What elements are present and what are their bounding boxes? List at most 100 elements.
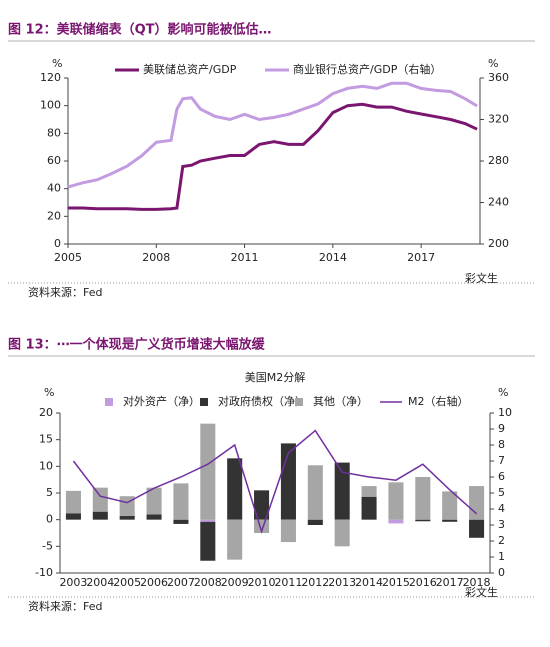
y-tick-label: 80 xyxy=(47,126,61,139)
bar-segment xyxy=(415,477,431,520)
y-tick-label: 60 xyxy=(47,154,61,167)
x-tick-label: 2017 xyxy=(407,251,435,264)
x-tick-label: 2009 xyxy=(221,576,249,589)
legend-label: 商业银行总资产/GDP（右轴） xyxy=(293,62,441,76)
bar-segment xyxy=(334,519,350,547)
x-tick-label: 2011 xyxy=(274,576,302,589)
x-tick-label: 2011 xyxy=(231,251,259,264)
y2-tick-label: 1 xyxy=(498,550,505,563)
y-unit: % xyxy=(44,386,54,399)
legend-label: 其他（净） xyxy=(313,394,368,408)
y-tick-label: 15 xyxy=(39,433,53,446)
legend-swatch xyxy=(200,398,208,406)
bar-segment xyxy=(227,519,243,560)
bar-segment xyxy=(469,519,485,538)
legend-swatch xyxy=(295,398,303,406)
y-unit: % xyxy=(52,57,62,70)
y2-tick-label: 0 xyxy=(498,566,505,579)
bar-segment xyxy=(361,496,377,520)
y-tick-label: 120 xyxy=(40,71,61,84)
y2-tick-label: 6 xyxy=(498,470,505,483)
bar-segment xyxy=(173,519,189,524)
watermark: 彩文生 xyxy=(465,585,498,599)
legend-label: M2（右轴） xyxy=(408,394,469,408)
y-tick-label: 20 xyxy=(47,209,61,222)
y-tick-label: 40 xyxy=(47,182,61,195)
y2-tick-label: 200 xyxy=(488,237,509,250)
bar-segment xyxy=(200,519,216,522)
y2-tick-label: 4 xyxy=(498,502,505,515)
source: 资料来源：Fed xyxy=(28,285,102,299)
bar-segment xyxy=(200,423,216,520)
figure-caption: 图 13：⋯一个体现是广义货币增速大幅放缓 xyxy=(8,337,266,353)
bar-segment xyxy=(65,513,81,520)
y-tick-label: 5 xyxy=(46,486,53,499)
x-tick-label: 2013 xyxy=(328,576,356,589)
legend-label: 美联储总资产/GDP xyxy=(143,62,237,76)
y-tick-label: -10 xyxy=(35,566,53,579)
bar-segment xyxy=(280,519,296,543)
bar-segment xyxy=(119,515,135,520)
y2-tick-label: 5 xyxy=(498,486,505,499)
bar-segment xyxy=(173,483,189,520)
y-tick-label: 10 xyxy=(39,459,53,472)
bar-segment xyxy=(146,514,162,520)
x-tick-label: 2008 xyxy=(142,251,170,264)
x-tick-label: 2014 xyxy=(355,576,383,589)
x-tick-label: 2018 xyxy=(463,576,491,589)
bar-segment xyxy=(65,490,81,514)
y2-tick-label: 280 xyxy=(488,154,509,167)
x-tick-label: 2008 xyxy=(194,576,222,589)
y2-tick-label: 320 xyxy=(488,113,509,126)
y2-tick-label: 9 xyxy=(498,422,505,435)
y2-tick-label: 7 xyxy=(498,454,505,467)
x-tick-label: 2003 xyxy=(59,576,87,589)
x-tick-label: 2012 xyxy=(301,576,329,589)
x-tick-label: 2016 xyxy=(409,576,437,589)
bar-segment xyxy=(415,519,431,522)
bar-segment xyxy=(361,486,377,497)
bar-segment xyxy=(469,486,485,520)
y2-tick-label: 2 xyxy=(498,534,505,547)
legend-swatch xyxy=(105,398,113,406)
bar-segment xyxy=(254,519,270,533)
y-tick-label: 20 xyxy=(39,406,53,419)
y-tick-label: 0 xyxy=(46,513,53,526)
x-tick-label: 2015 xyxy=(382,576,410,589)
figure-caption: 图 12：美联储缩表（QT）影响可能被低估… xyxy=(8,22,272,38)
bar-segment xyxy=(200,521,216,561)
y2-tick-label: 8 xyxy=(498,438,505,451)
y-tick-label: -5 xyxy=(42,539,53,552)
watermark: 彩文生 xyxy=(465,271,498,285)
bar-segment xyxy=(388,482,404,520)
series-line xyxy=(67,81,478,189)
bar-segment xyxy=(307,519,323,525)
bar-segment xyxy=(442,491,458,520)
source: 资料来源：Fed xyxy=(28,599,102,613)
x-tick-label: 2006 xyxy=(140,576,168,589)
bar-segment xyxy=(334,462,350,520)
x-tick-label: 2014 xyxy=(319,251,347,264)
x-tick-label: 2007 xyxy=(167,576,195,589)
legend-label: 对政府债权（净） xyxy=(218,394,306,408)
series-line xyxy=(72,429,478,534)
y-tick-label: 0 xyxy=(54,237,61,250)
bar-segment xyxy=(254,490,270,520)
bar-segment xyxy=(227,458,243,520)
x-tick-label: 2010 xyxy=(248,576,276,589)
bar-segment xyxy=(92,511,108,520)
bar-segment xyxy=(307,465,323,520)
legend-label: 对外资产（净） xyxy=(123,394,200,408)
y2-tick-label: 3 xyxy=(498,518,505,531)
x-tick-label: 2004 xyxy=(86,576,114,589)
bar-segment xyxy=(442,519,458,522)
x-tick-label: 2017 xyxy=(436,576,464,589)
x-tick-label: 2005 xyxy=(54,251,82,264)
y2-tick-label: 360 xyxy=(488,71,509,84)
bar-segment xyxy=(388,519,404,524)
y2-unit: % xyxy=(498,386,508,399)
bar-segment xyxy=(146,487,162,515)
x-tick-label: 2005 xyxy=(113,576,141,589)
series-line xyxy=(68,102,478,211)
